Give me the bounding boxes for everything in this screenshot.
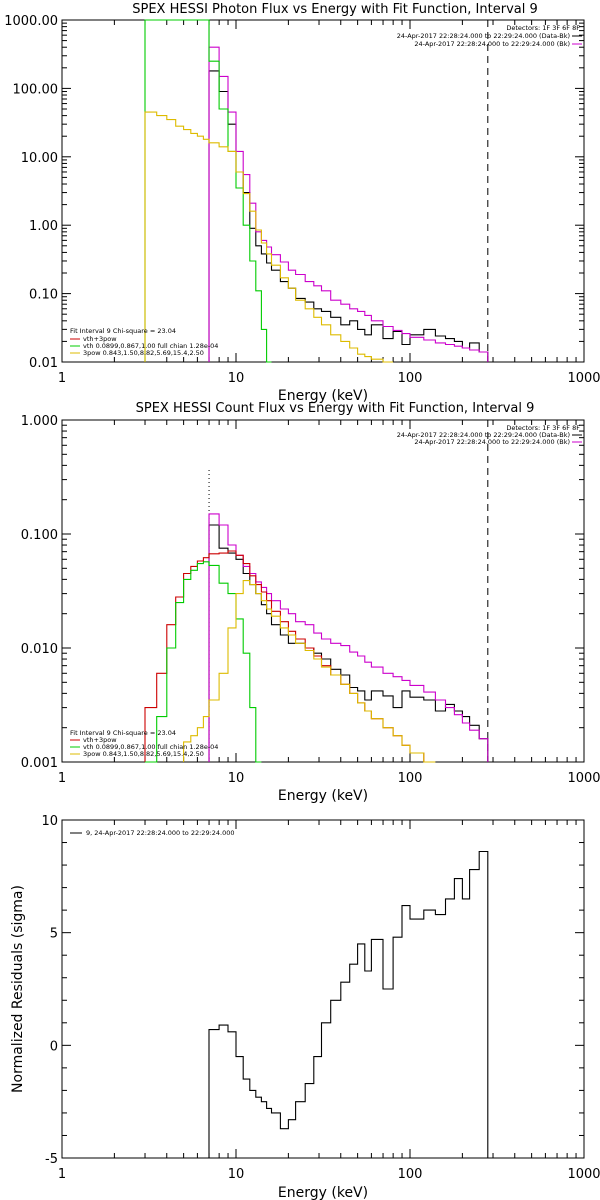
photon-xtick-1: 1 [58,371,66,386]
residual-xlabel: Energy (keV) [278,1185,368,1200]
residual-xtick-1: 1 [58,1167,66,1182]
count-legend-vth: vth 0.0899,0.867,1.00 full chian 1.28e-0… [83,743,218,751]
count-legend-detectors: Detectors: 1F 3F 6F 8F [506,424,580,432]
photon-legend-detectors: Detectors: 1F 3F 6F 8F [506,24,580,32]
count-series [144,513,489,763]
photon-series [144,19,489,363]
count-xtick-100: 100 [398,771,423,786]
count-legend-data-bk: 24-Apr-2017 22:28:24.000 to 22:29:24.000… [397,431,570,439]
residual-ylabel: Normalized Residuals (sigma) [10,885,26,1093]
residual-panel: -5 0 5 10 1 10 100 1000 Energy (keV) Normal… [10,814,600,1200]
photon-axis-ticks: 0.01 0.10 1.00 10.00 100.00 1000.00 [4,14,584,371]
count-xtick-1000: 1000 [567,771,600,786]
residual-ytick-label: 5 [50,927,58,942]
count-ytick-label: 0.100 [21,528,58,543]
photon-panel: SPEX HESSI Photon Flux vs Energy with Fi… [4,2,600,404]
count-axis-ticks: 0.001 0.010 0.100 1.000 [21,414,584,771]
photon-series-bk-1 [208,46,489,362]
count-legend-bk: 24-Apr-2017 22:28:24.000 to 22:29:24.000… [414,438,570,446]
residual-xtick-10: 10 [228,1167,245,1182]
count-ytick-label: 1.000 [21,414,58,429]
count-series-data-0 [208,524,489,762]
photon-legend-data-bk: 24-Apr-2017 22:28:24.000 to 22:29:24.000… [397,32,570,40]
count-plot-frame [61,419,585,763]
photon-legend-pow: 3pow 0.843,1.50,8.82,5.69,15.4,2.50 [83,349,204,357]
photon-xtick-1000: 1000 [567,371,600,386]
count-ytick-label: 0.001 [21,756,58,771]
photon-legend-vth: vth 0.0899,0.867,1.00 full chian 1.28e-0… [83,342,218,350]
count-xtick-1: 1 [58,771,66,786]
residual-axis-ticks: -5 0 5 10 [41,814,584,1167]
count-series-bk-1 [208,513,489,762]
count-fit-info: Fit Interval 9 Chi-square = 23.04 [70,729,176,737]
residual-legend: 9, 24-Apr-2017 22:28:24.000 to 22:29:24.… [86,829,235,837]
photon-markers [208,20,489,362]
residual-xtick-100: 100 [398,1167,423,1182]
count-legend-pow: 3pow 0.843,1.50,8.82,5.69,15.4,2.50 [83,750,204,758]
count-series-vth-3 [145,561,262,763]
count-series-total-2 [144,550,425,762]
photon-ytick-label: 10.00 [21,151,58,166]
count-series-pow-4 [183,580,436,763]
residual-plot-frame [61,819,585,1159]
count-title: SPEX HESSI Count Flux vs Energy with Fit… [136,401,535,416]
photon-xlabel: Energy (keV) [278,388,368,404]
residual-series [208,850,489,1158]
photon-xtick-100: 100 [398,371,423,386]
photon-series-pow-3 [144,111,394,363]
photon-ytick-label: 0.10 [29,288,58,303]
residual-ytick-label: -5 [45,1152,58,1167]
photon-legend-bk: 24-Apr-2017 22:28:24.000 to 22:29:24.000… [414,40,570,48]
residual-xtick-1000: 1000 [567,1167,600,1182]
count-xlabel: Energy (keV) [278,788,368,804]
photon-legend-total: vth+3pow [83,335,117,343]
count-panel: SPEX HESSI Count Flux vs Energy with Fit… [21,401,600,804]
photon-ytick-label: 1000.00 [4,14,58,29]
residual-ytick-label: 0 [50,1039,58,1054]
photon-ytick-label: 100.00 [13,82,59,97]
count-xtick-10: 10 [228,771,245,786]
photon-title: SPEX HESSI Photon Flux vs Energy with Fi… [132,2,538,17]
photon-series-vth-2 [144,19,272,363]
photon-series-data-0 [208,70,489,362]
photon-xtick-10: 10 [228,371,245,386]
count-ytick-label: 0.010 [21,642,58,657]
photon-fit-info: Fit Interval 9 Chi-square = 23.04 [70,327,176,335]
photon-plot-frame [61,19,585,363]
count-legend-total: vth+3pow [83,736,117,744]
photon-ytick-label: 1.00 [29,219,58,234]
residual-ytick-label: 10 [41,814,58,829]
residual-series-data-0 [208,850,489,1158]
photon-ytick-label: 0.01 [29,356,58,371]
